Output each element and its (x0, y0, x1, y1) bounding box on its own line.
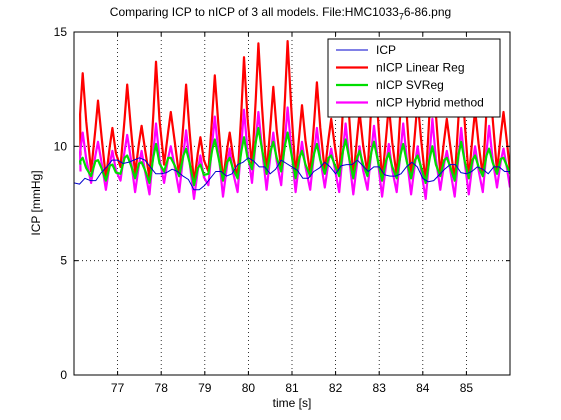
y-axis-label: ICP [mmHg] (29, 170, 43, 235)
legend: ICP nICP Linear Reg nICP SVReg nICP Hybrid … (327, 38, 501, 118)
x-tick-label: 80 (242, 381, 256, 395)
series-line-nicp-svreg (79, 126, 510, 187)
x-axis-label: time [s] (273, 396, 312, 410)
x-tick-label: 83 (373, 381, 387, 395)
x-tick-label: 84 (416, 381, 430, 395)
grid-lines (74, 32, 510, 375)
x-tick-label: 77 (111, 381, 125, 395)
legend-label: nICP Linear Reg (376, 61, 465, 75)
x-tick-label: 79 (198, 381, 212, 395)
y-tick-label: 10 (54, 139, 68, 153)
legend-label: nICP Hybrid method (376, 96, 484, 110)
legend-label: nICP SVReg (376, 78, 444, 92)
x-tick-label: 78 (155, 381, 169, 395)
chart-title: Comparing ICP to nICP of 3 all models. F… (109, 5, 452, 22)
tick-layer: 77 78 79 80 81 82 83 84 85 0 5 10 15 (54, 25, 510, 395)
legend-box (327, 38, 501, 118)
y-tick-label: 5 (60, 254, 67, 268)
series-layer (74, 40, 510, 200)
legend-label: ICP (376, 43, 396, 57)
y-tick-label: 0 (60, 368, 67, 382)
x-tick-label: 82 (329, 381, 343, 395)
series-line-icp (74, 157, 510, 191)
x-tick-label: 85 (460, 381, 474, 395)
x-tick-label: 81 (285, 381, 299, 395)
series-line-nicp-hybrid-method (79, 106, 510, 200)
y-tick-label: 15 (54, 25, 68, 39)
